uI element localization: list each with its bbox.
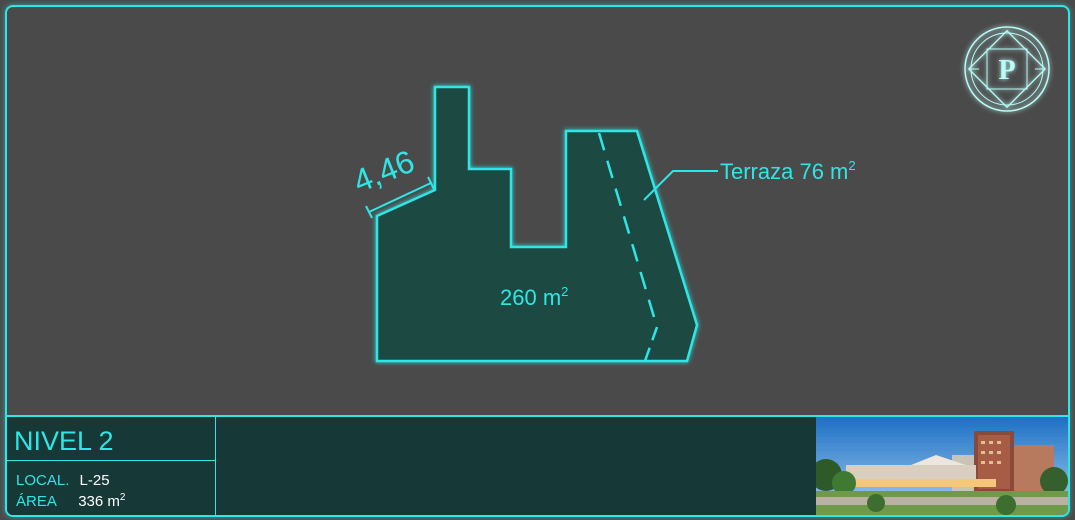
dimension-marker [365, 176, 435, 219]
building-render-image [816, 417, 1068, 515]
local-label: LOCAL. [16, 472, 70, 489]
local-row: LOCAL. L-25 [16, 472, 110, 489]
svg-text:P: P [998, 55, 1015, 86]
terrace-divider-bottom [643, 326, 659, 362]
area-value: 336 m2 [78, 492, 126, 510]
terrace-leader-line [643, 170, 718, 201]
terrace-divider [597, 132, 659, 328]
local-value: L-25 [79, 472, 110, 489]
unit-area-label: 260 m2 [500, 284, 568, 310]
info-panel: NIVEL 2 LOCAL. L-25 ÁREA 336 m2 [7, 415, 1068, 515]
level-box: NIVEL 2 LOCAL. L-25 ÁREA 336 m2 [7, 417, 216, 515]
level-title: NIVEL 2 [7, 417, 215, 461]
floor-plan-card: 4,46 Terraza 76 m2 260 m2 P NIVEL 2 LOCA… [5, 5, 1070, 517]
p-emblem-icon: P [964, 26, 1050, 112]
floor-plan: 4,46 Terraza 76 m2 260 m2 P [348, 26, 1050, 363]
dimension-label: 4,46 [348, 143, 419, 200]
terrace-label: Terraza 76 m2 [720, 158, 856, 184]
area-row: ÁREA 336 m2 [16, 492, 125, 510]
area-label: ÁREA [16, 493, 57, 510]
unit-shape [375, 85, 699, 363]
